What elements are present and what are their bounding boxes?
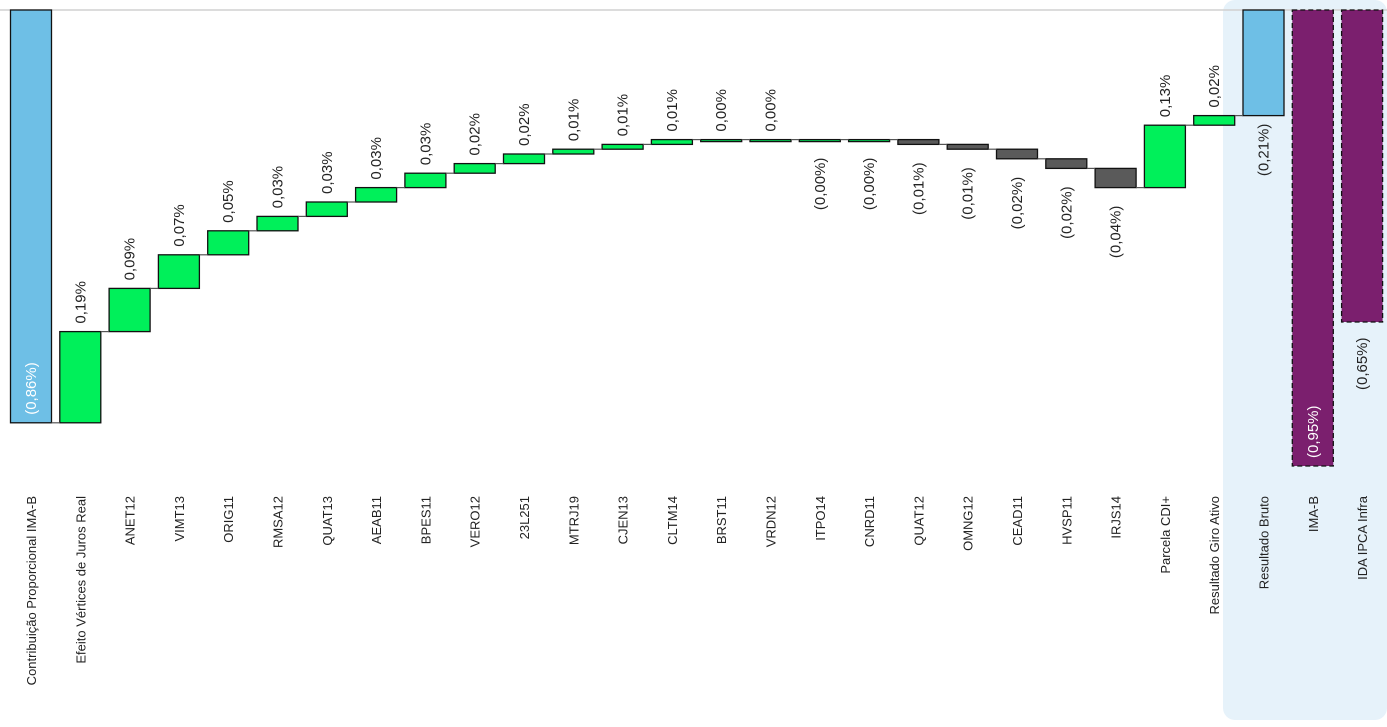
value-label: 0,19% [72, 281, 89, 324]
category-label: QUAT12 [911, 496, 926, 546]
value-label: (0,00%) [861, 158, 878, 211]
value-label: (0,21%) [1256, 124, 1273, 177]
value-label: (0,00%) [812, 158, 829, 211]
category-label: HVSP11 [1059, 496, 1074, 545]
bar-ida-ipca-infra [1340, 9, 1384, 323]
category-label: AEAB11 [369, 496, 384, 544]
value-label: 0,02% [1206, 65, 1223, 108]
value-label: 0,02% [467, 113, 484, 156]
value-label: (0,95%) [1305, 405, 1322, 458]
bar-cjen13 [601, 143, 644, 150]
value-label: (0,65%) [1354, 337, 1371, 390]
value-label: 0,03% [270, 166, 287, 209]
bar-bpes11 [404, 172, 447, 189]
bar-quat12 [897, 138, 940, 146]
category-label: CLTM14 [665, 496, 680, 545]
category-label: IRJS14 [1109, 496, 1124, 539]
category-label: ORIG11 [221, 496, 236, 543]
bar-anet12 [108, 287, 151, 333]
bar-resultado-bruto [1242, 9, 1285, 117]
category-label: Resultado Giro Ativo [1207, 496, 1222, 615]
bar-cltm14 [650, 138, 694, 146]
category-label: BPES11 [418, 496, 433, 544]
category-label: 23L251 [517, 496, 532, 539]
value-label: 0,03% [417, 123, 434, 166]
value-label: 0,01% [565, 99, 582, 142]
bar-rmsa12 [256, 215, 299, 232]
value-label: (0,02%) [1009, 177, 1026, 230]
category-label: VERO12 [468, 496, 483, 547]
bar-parcela-cdi- [1143, 124, 1187, 189]
value-label: 0,01% [615, 94, 632, 137]
value-label: 0,03% [319, 151, 336, 194]
bar-contribui-o-proporcional-ima-b [9, 9, 53, 424]
value-labels-layer: (0,86%) 0,19% 0,09% 0,07% 0,05% 0,03% 0,03% 0,0… [23, 65, 1371, 458]
category-labels-layer: Contribuição Proporcional IMA-B Efeito Vé… [24, 495, 1370, 685]
bar-aeab11 [354, 186, 398, 203]
category-label: IDA IPCA Infra [1355, 495, 1370, 580]
bar-hvsp11 [1045, 158, 1088, 170]
value-label: 0,05% [220, 180, 237, 223]
bar-orig11 [207, 230, 250, 256]
bar-omng12 [946, 143, 989, 150]
bar-vero12 [453, 162, 496, 174]
category-label: RMSA12 [271, 496, 286, 548]
value-label: 0,07% [171, 204, 188, 247]
value-label: 0,00% [763, 89, 780, 132]
category-label: ITPO14 [813, 496, 828, 541]
value-label: 0,03% [368, 137, 385, 180]
category-label: CEAD11 [1010, 496, 1025, 546]
bar-ima-b [1291, 9, 1334, 467]
category-label: VRDN12 [764, 496, 779, 547]
category-label: MTRJ19 [566, 496, 581, 545]
category-label: BRST11 [714, 496, 729, 544]
value-label: (0,01%) [960, 167, 977, 220]
bar-cnrd11 [847, 138, 891, 143]
category-label: CNRD11 [862, 496, 877, 547]
value-label: 0,02% [516, 103, 533, 146]
bar-quat13 [305, 201, 348, 218]
category-label: ANET12 [123, 496, 138, 545]
bar-itpo14 [798, 138, 841, 143]
bar-cead11 [995, 148, 1039, 160]
value-label: (0,02%) [1058, 186, 1075, 239]
value-label: 0,09% [122, 238, 139, 281]
value-label: 0,00% [713, 89, 730, 132]
bar-mtrj19 [552, 148, 595, 155]
category-label: Contribuição Proporcional IMA-B [24, 496, 39, 685]
category-label: VIMT13 [172, 496, 187, 542]
bar-vrdn12 [749, 138, 792, 143]
category-label: OMNG12 [961, 496, 976, 551]
category-label: Resultado Bruto [1257, 496, 1272, 589]
bar-irjs14 [1094, 167, 1137, 189]
value-label: 0,13% [1157, 75, 1174, 118]
bar-23l251 [502, 153, 546, 165]
value-label: (0,04%) [1108, 206, 1125, 259]
category-label: CJEN13 [616, 496, 631, 544]
bar-resultado-giro-ativo [1193, 114, 1236, 126]
value-label: (0,86%) [23, 362, 40, 415]
bar-vimt13 [157, 254, 201, 290]
category-label: Parcela CDI+ [1158, 496, 1173, 574]
category-label: IMA-B [1306, 496, 1321, 532]
bar-efeito-v-rtices-de-juros-real [59, 330, 102, 424]
category-label: QUAT13 [320, 496, 335, 546]
bar-brst11 [700, 138, 743, 143]
connectors-layer [51, 114, 1243, 424]
bars-layer [9, 9, 1384, 467]
value-label: (0,01%) [910, 162, 927, 215]
value-label: 0,01% [664, 89, 681, 132]
category-label: Efeito Vértices de Juros Real [73, 496, 88, 664]
